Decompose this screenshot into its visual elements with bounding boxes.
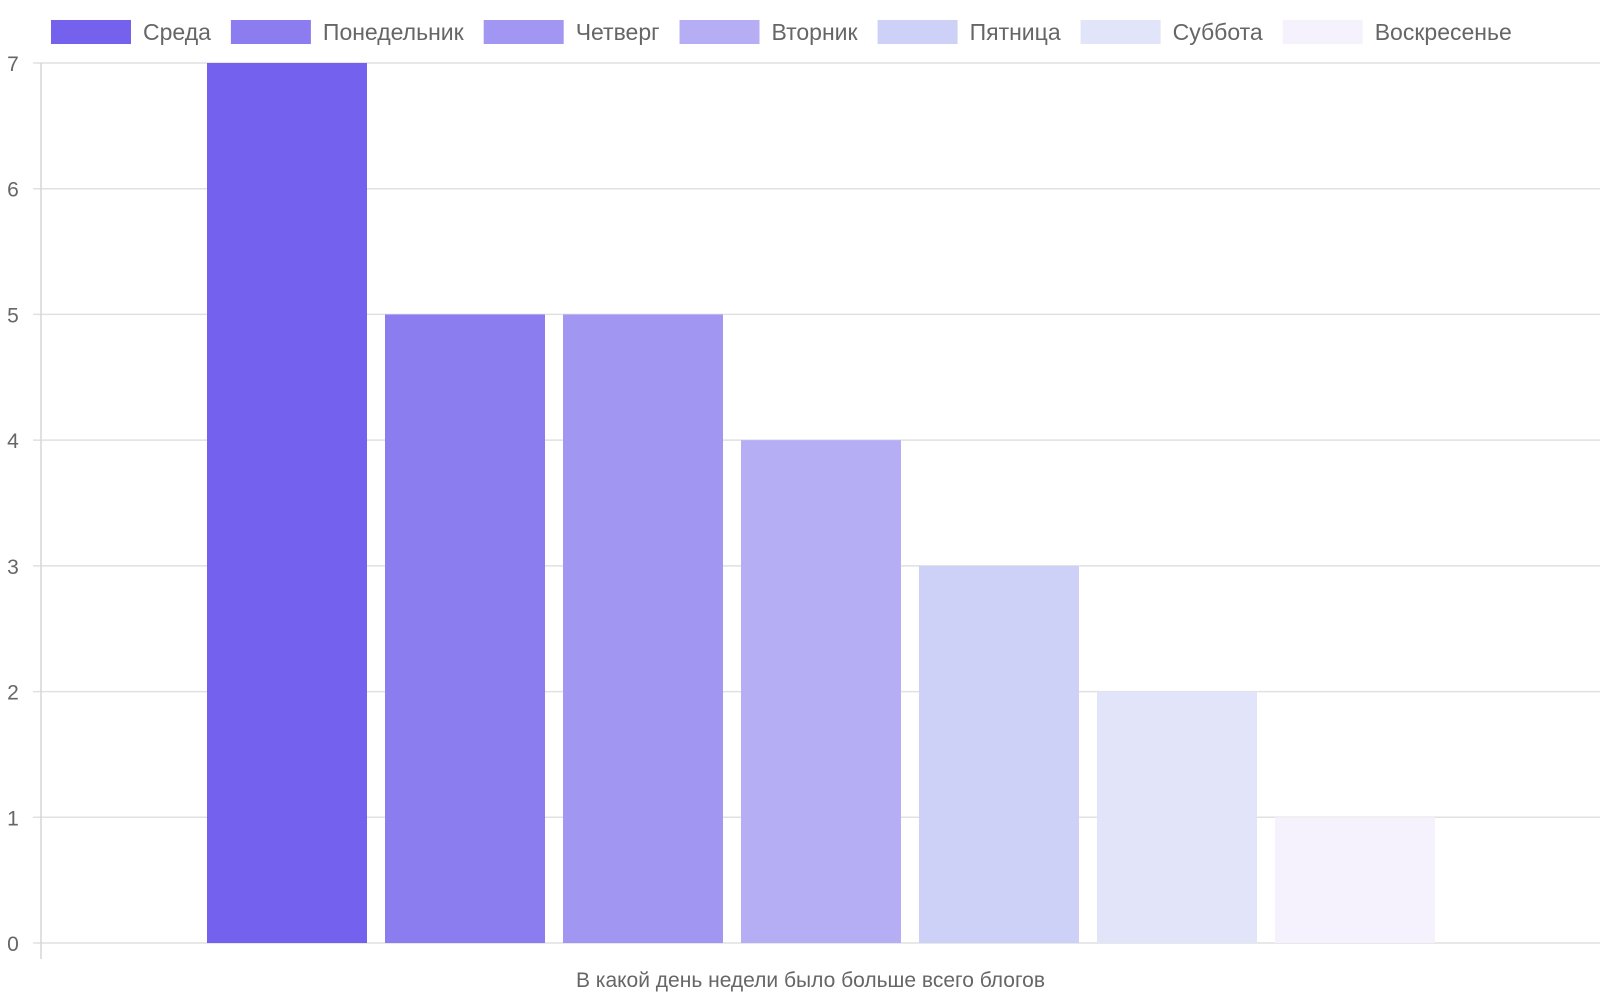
legend-label: Воскресенье [1375,19,1512,45]
y-tick-label: 6 [7,179,19,202]
legend: Среда Понедельник Четверг Вторник Пятница Суб… [51,19,1512,45]
y-tick-label: 4 [7,430,19,453]
y-tick-label: 1 [7,807,19,830]
y-tick-label: 5 [7,304,19,327]
legend-swatch [1282,20,1363,44]
bar-5 [919,565,1079,943]
bar-3 [563,314,723,943]
legend-swatch [877,20,958,44]
legend-swatch [679,20,760,44]
axes: 0 1 2 3 4 5 6 7 [7,53,42,959]
legend-swatch [51,20,131,44]
bars [207,63,1435,943]
y-tick-label: 2 [7,682,19,705]
y-tick-label: 7 [7,53,19,76]
legend-label: Вторник [772,19,859,45]
bar-7 [1275,817,1435,943]
bar-2 [385,314,545,943]
legend-swatch [483,20,564,44]
legend-label: Пятница [970,19,1061,45]
legend-label: Четверг [576,19,660,45]
y-tick-label: 0 [7,933,19,956]
x-axis-title: В какой день недели было больше всего бл… [576,969,1045,992]
legend-label: Понедельник [323,19,465,45]
legend-label: Суббота [1173,19,1263,45]
legend-swatch [230,20,311,44]
y-tick-label: 3 [7,556,19,579]
bar-1 [207,63,367,943]
bar-4 [741,440,901,943]
legend-label: Среда [143,19,211,45]
bar-6 [1097,691,1257,943]
legend-swatch [1080,20,1161,44]
